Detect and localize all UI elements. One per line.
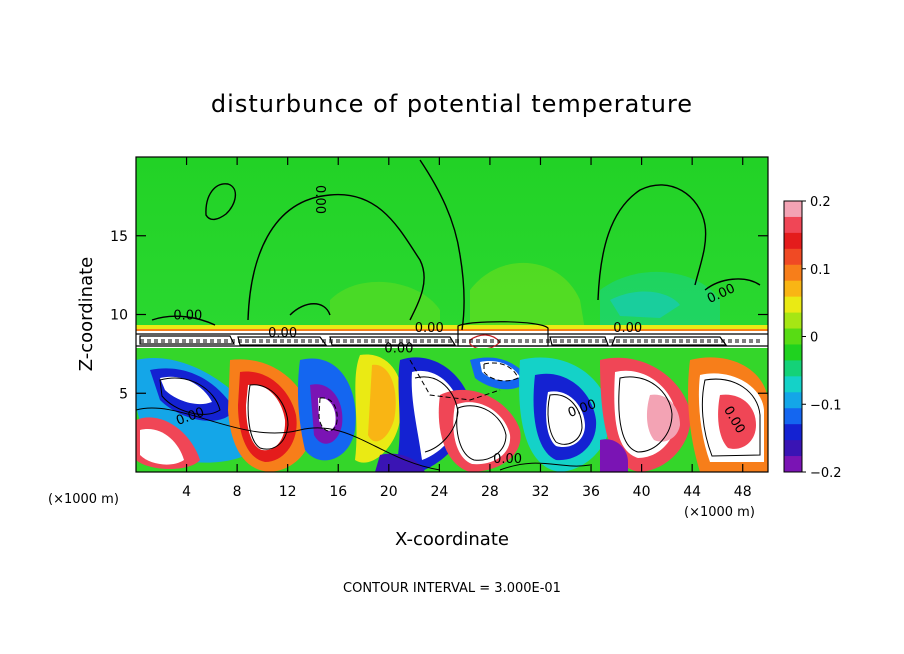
colorbar-ticks: 0.2 0.1 0 −0.1 −0.2: [802, 195, 842, 481]
y-tick-label: 5: [119, 386, 128, 402]
upper-contours: [151, 159, 761, 331]
contour-label: 0.00: [268, 326, 297, 341]
footer-contour-interval: CONTOUR INTERVAL = 3.000E-01: [343, 581, 561, 596]
colorbar: [783, 200, 803, 473]
colorbar-swatch: [784, 216, 802, 234]
field-patch: [470, 262, 585, 330]
boundary-band-orange: [136, 329, 768, 332]
y-axis: 5 10 15: [110, 229, 768, 402]
contour-label: 0.00: [173, 309, 202, 324]
boundary-dashes: [140, 339, 760, 343]
lower-dashed-contours: [318, 359, 519, 432]
x-tick-label: 12: [279, 484, 297, 500]
colorbar-swatch: [784, 360, 802, 377]
x-tick-label: 4: [182, 484, 191, 500]
colorbar-swatch: [784, 232, 802, 250]
x-unit-right: (×1000 m): [684, 505, 755, 520]
contour-label: 0.00: [493, 452, 522, 467]
colorbar-swatch: [784, 392, 802, 409]
colorbar-swatch: [784, 456, 802, 473]
x-unit-left: (×1000 m): [48, 492, 119, 507]
x-tick-label: 32: [532, 484, 550, 500]
colorbar-swatch: [784, 280, 802, 298]
x-tick-label: 16: [329, 484, 347, 500]
colorbar-tick-label: 0.2: [810, 195, 831, 210]
colorbar-swatch: [784, 440, 802, 457]
x-tick-label: 44: [683, 484, 701, 500]
contour-label: 0.00: [384, 342, 413, 357]
x-tick-label: 20: [380, 484, 398, 500]
colorbar-swatch: [784, 344, 802, 361]
colorbar-tick-label: 0.1: [810, 263, 831, 278]
x-tick-label: 36: [582, 484, 600, 500]
chart-title: disturbunce of potential temperature: [211, 90, 693, 118]
colorbar-tick-label: −0.1: [810, 398, 842, 413]
y-tick-label: 15: [110, 229, 128, 245]
colorbar-swatch: [784, 424, 802, 441]
x-tick-label: 28: [481, 484, 499, 500]
x-tick-label: 24: [430, 484, 448, 500]
colorbar-tick-label: −0.2: [810, 466, 842, 481]
x-tick-label: 8: [233, 484, 242, 500]
field-patch: [330, 281, 440, 330]
colorbar-swatch: [784, 296, 802, 314]
field-patch: [610, 291, 680, 318]
y-tick-label: 10: [110, 308, 128, 324]
plot-area: [136, 157, 768, 472]
x-tick-label: 48: [734, 484, 752, 500]
boundary-band-yellow: [136, 325, 768, 329]
colorbar-swatch: [784, 248, 802, 266]
colorbar-swatch: [784, 312, 802, 330]
colorbar-swatch: [784, 201, 802, 218]
colorbar-tick-label: 0: [810, 331, 818, 346]
contour-label: 0.00: [312, 185, 327, 214]
colorbar-swatch: [784, 264, 802, 282]
colorbar-swatch: [784, 408, 802, 425]
colorbar-swatch: [784, 328, 802, 345]
colorbar-swatch: [784, 376, 802, 393]
lower-contours: [136, 376, 761, 471]
x-axis: 4 8 12 16 20 24 28 32 36 40 44 48: [182, 157, 752, 500]
contour-label: 0.00: [613, 321, 642, 336]
x-tick-label: 40: [633, 484, 651, 500]
x-axis-label: X-coordinate: [395, 529, 509, 550]
lower-field: [136, 348, 768, 472]
contour-label: 0.00: [415, 321, 444, 336]
y-axis-label: Z-coordinate: [76, 257, 97, 372]
